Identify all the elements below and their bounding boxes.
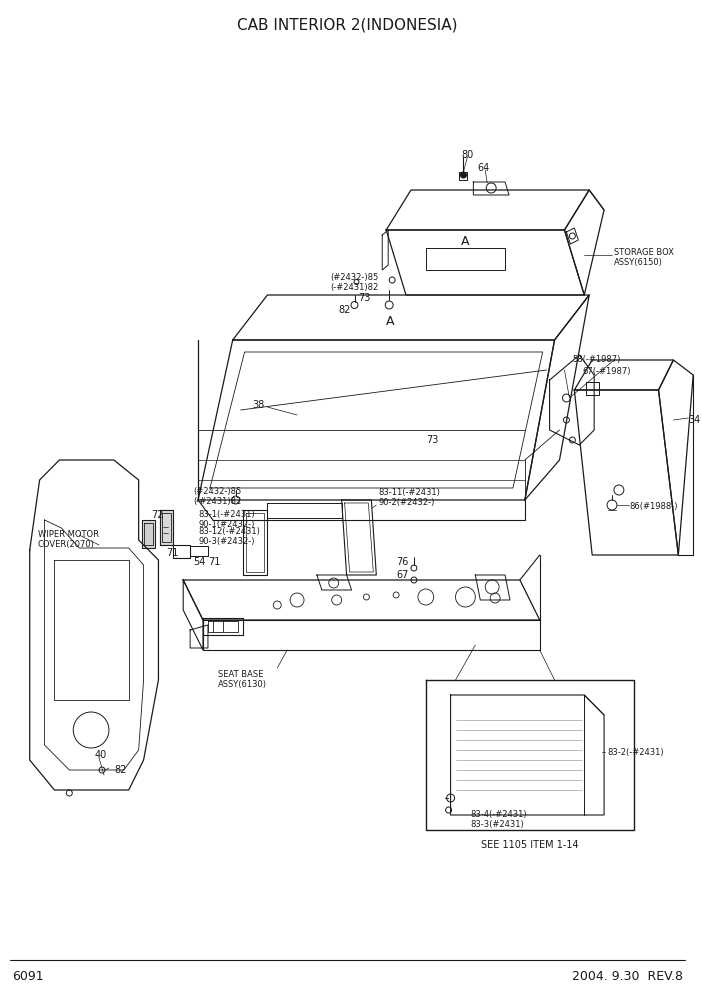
- Text: 80: 80: [461, 150, 474, 160]
- Text: 2004. 9.30  REV.8: 2004. 9.30 REV.8: [572, 970, 683, 983]
- Text: 6091: 6091: [12, 970, 44, 983]
- Text: 83-12(-#2431)
90-3(#2432-): 83-12(-#2431) 90-3(#2432-): [198, 527, 260, 547]
- Text: A: A: [386, 315, 395, 328]
- Text: A: A: [461, 235, 470, 248]
- Text: 72: 72: [152, 510, 164, 520]
- Text: 64: 64: [477, 163, 489, 173]
- Text: 83-2(-#2431): 83-2(-#2431): [607, 748, 663, 757]
- Text: 58(-#1987): 58(-#1987): [572, 355, 621, 364]
- Polygon shape: [142, 520, 155, 548]
- Polygon shape: [161, 510, 173, 545]
- Text: (#2432-)85
(-#2431)82: (#2432-)85 (-#2431)82: [193, 487, 241, 506]
- Text: 83-4(-#2431)
83-3(#2431): 83-4(-#2431) 83-3(#2431): [470, 810, 527, 829]
- Text: 71: 71: [208, 557, 220, 567]
- Text: SEE 1105 ITEM 1-14: SEE 1105 ITEM 1-14: [481, 840, 578, 850]
- Text: 34: 34: [688, 415, 701, 425]
- Text: STORAGE BOX
ASSY(6150): STORAGE BOX ASSY(6150): [614, 248, 674, 268]
- Text: (#2432-)85
(-#2431)82: (#2432-)85 (-#2431)82: [330, 273, 378, 293]
- Text: 82: 82: [114, 765, 126, 775]
- Text: 83-11(-#2431)
90-2(#2432-): 83-11(-#2431) 90-2(#2432-): [378, 488, 440, 507]
- Text: 73: 73: [426, 435, 438, 445]
- Text: 86(#1988-): 86(#1988-): [630, 502, 678, 511]
- Text: 67: 67: [396, 570, 409, 580]
- Text: CAB INTERIOR 2(INDONESIA): CAB INTERIOR 2(INDONESIA): [237, 18, 458, 33]
- Text: 40: 40: [94, 750, 106, 760]
- Text: SEAT BASE
ASSY(6130): SEAT BASE ASSY(6130): [218, 670, 267, 689]
- Text: 73: 73: [359, 293, 371, 303]
- Text: 82: 82: [338, 305, 351, 315]
- Text: 38: 38: [253, 400, 265, 410]
- Circle shape: [461, 172, 466, 178]
- Text: 67(-#1987): 67(-#1987): [582, 367, 631, 376]
- Text: 54: 54: [193, 557, 206, 567]
- Text: 76: 76: [396, 557, 409, 567]
- Text: 71: 71: [166, 548, 179, 558]
- Text: WIPER MOTOR
COVER(2070): WIPER MOTOR COVER(2070): [38, 530, 98, 550]
- Text: 83-1(-#2431)
90-1(#2432-): 83-1(-#2431) 90-1(#2432-): [198, 510, 255, 530]
